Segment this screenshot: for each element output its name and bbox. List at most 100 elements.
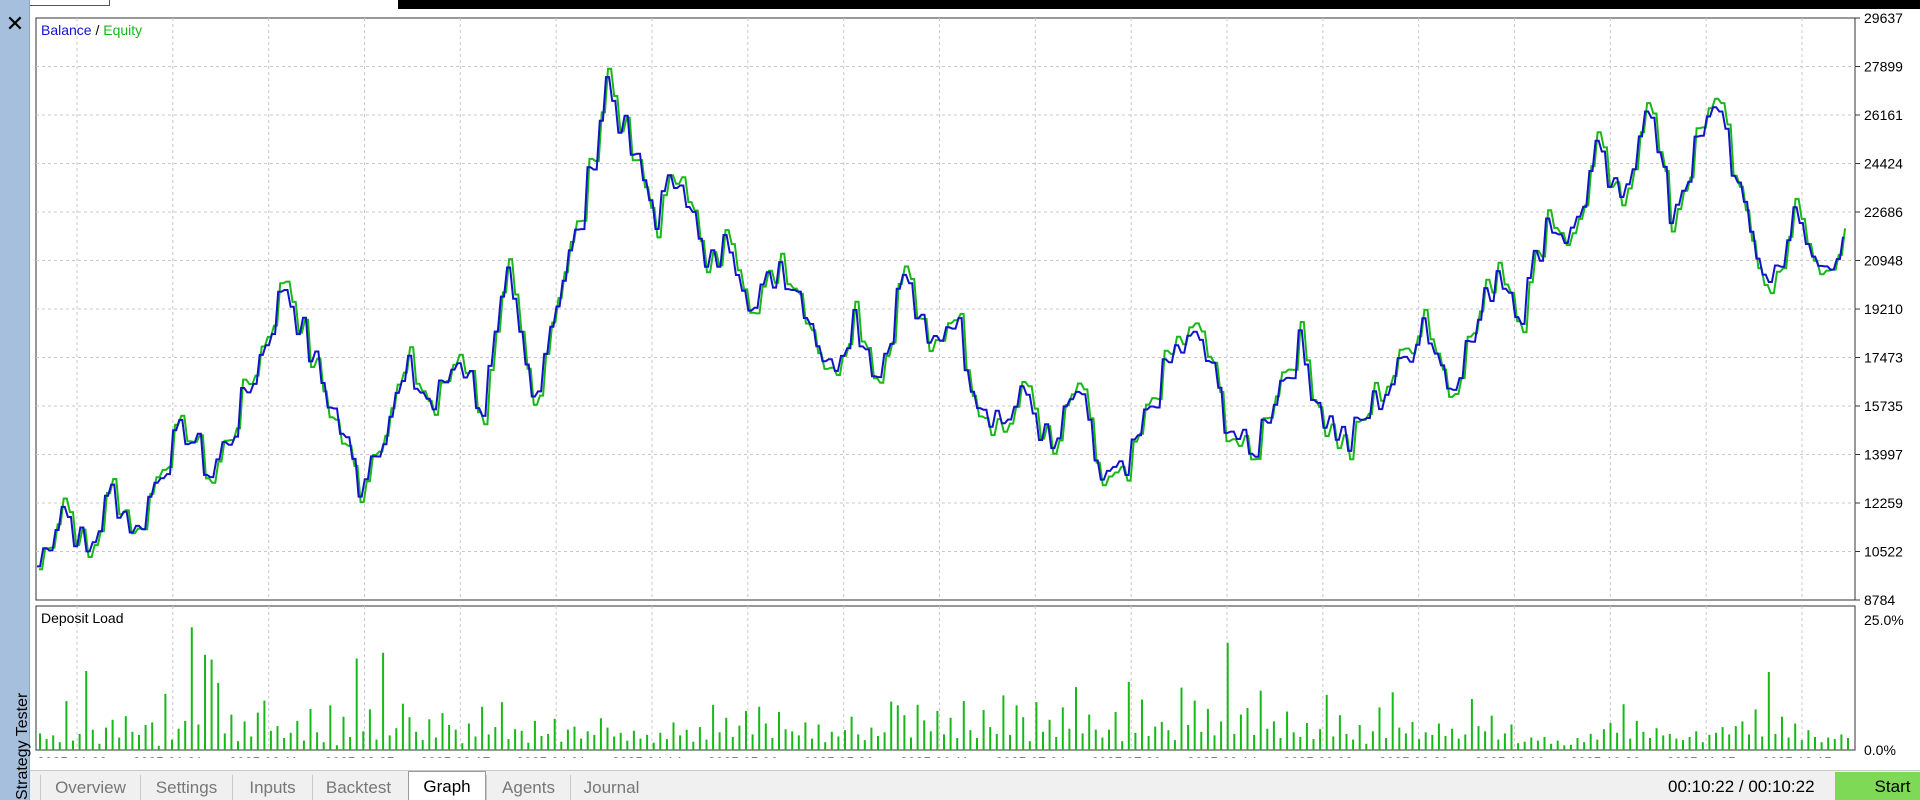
deposit-load-bar <box>1061 707 1064 750</box>
deposit-load-bar <box>250 736 253 750</box>
deposit-load-bar <box>1741 721 1744 750</box>
deposit-load-bar <box>1820 742 1823 750</box>
deposit-load-bar <box>507 739 510 750</box>
y-tick-label: 27899 <box>1864 59 1903 75</box>
deposit-load-bar <box>1748 734 1750 750</box>
y-tick-label: 17473 <box>1864 349 1903 365</box>
deposit-load-bar <box>1015 705 1018 750</box>
deposit-load-bar <box>659 732 662 750</box>
deposit-load-bar <box>316 732 319 750</box>
tab-agents[interactable]: Agents <box>486 775 570 800</box>
deposit-load-bar <box>197 724 200 750</box>
deposit-load-bar <box>131 731 134 750</box>
deposit-load-bar <box>1002 695 1005 750</box>
deposit-load-bar <box>1088 714 1091 750</box>
deposit-load-bar <box>626 740 629 750</box>
close-icon[interactable]: ✕ <box>5 12 25 37</box>
deposit-load-bar <box>1299 737 1302 750</box>
deposit-load-bar <box>1352 739 1355 750</box>
start-button[interactable]: Start <box>1835 772 1920 800</box>
deposit-load-bar <box>1279 738 1282 750</box>
balance-line <box>37 76 1844 568</box>
deposit-load-bar <box>1272 721 1275 750</box>
tab-backtest[interactable]: Backtest <box>312 775 404 800</box>
deposit-load-bar <box>1688 737 1691 750</box>
deposit-load-bar <box>283 738 286 750</box>
deposit-load-bar <box>329 705 332 750</box>
x-tick-label: 2025.11.25 <box>1667 754 1736 758</box>
deposit-load-bar <box>857 734 860 750</box>
tab-graph[interactable]: Graph <box>408 771 486 800</box>
deposit-load-bar <box>151 722 154 750</box>
deposit-load-bar <box>1583 742 1586 750</box>
deposit-load-bar <box>1787 737 1790 750</box>
deposit-load-bar <box>382 652 385 750</box>
tab-inputs[interactable]: Inputs <box>232 775 312 800</box>
deposit-load-bar <box>362 731 365 750</box>
x-tick-label: 2025.07.29 <box>1091 754 1161 758</box>
deposit-load-bar <box>415 731 418 750</box>
deposit-load-bar <box>725 717 728 750</box>
deposit-load-bar <box>804 722 807 750</box>
deposit-load-bar <box>467 723 470 750</box>
deposit-load-bar <box>1484 731 1487 750</box>
deposit-load-bar <box>1345 733 1348 750</box>
x-tick-label: 2025.10.30 <box>1570 754 1640 758</box>
deposit-load-bar <box>1226 642 1229 750</box>
deposit-load-bar <box>751 734 754 750</box>
deposit-load-bar <box>712 704 715 750</box>
deposit-load-bar <box>982 710 985 750</box>
deposit-load-bar <box>553 718 556 750</box>
x-tick-label: 2025.02.25 <box>324 754 394 758</box>
deposit-load-bar <box>1814 737 1816 750</box>
deposit-load-bar <box>1470 699 1473 750</box>
deposit-load-bar <box>943 734 945 750</box>
deposit-load-bar <box>1055 737 1058 750</box>
deposit-load-bar <box>1411 721 1414 750</box>
x-tick-label: 2025.12.15 <box>1762 754 1832 758</box>
deposit-load-bar <box>1589 733 1592 750</box>
deposit-load-bar <box>824 742 827 750</box>
deposit-load-bar <box>619 732 622 750</box>
deposit-load-bar <box>896 705 899 750</box>
y-tick-label: 22686 <box>1864 204 1903 220</box>
deposit-load-bar <box>500 702 503 750</box>
deposit-load-bar <box>1827 737 1830 750</box>
deposit-load-bar <box>1081 733 1084 750</box>
deposit-load-bar <box>408 717 411 750</box>
deposit-load-bar <box>1121 741 1124 750</box>
deposit-load-bar <box>461 743 464 750</box>
x-tick-label: 2025.09.29 <box>1379 754 1449 758</box>
deposit-load-bar <box>665 739 668 750</box>
deposit-load-bar <box>1807 730 1810 750</box>
x-tick-label: 2025.03.17 <box>420 754 490 758</box>
tab-settings[interactable]: Settings <box>140 775 232 800</box>
deposit-load-bar <box>1761 736 1764 750</box>
x-tick-label: 2025.08.14 <box>1187 754 1257 758</box>
deposit-load-bar <box>1682 740 1684 750</box>
legend-equity: Equity <box>103 22 142 38</box>
deposit-load-bar <box>639 738 642 750</box>
tab-overview[interactable]: Overview <box>40 775 140 800</box>
deposit-load-bar <box>269 730 272 750</box>
deposit-load-bar <box>976 738 978 750</box>
deposit-load-bar <box>632 730 635 750</box>
deposit-load-bar <box>1332 736 1335 750</box>
deposit-load-bar <box>956 738 959 750</box>
deposit-load-bar <box>1094 729 1097 750</box>
deposit-load-bar <box>1457 738 1460 750</box>
deposit-load-bar <box>652 742 655 750</box>
deposit-load-bar <box>1642 731 1645 750</box>
deposit-load-bar <box>256 712 259 750</box>
deposit-load-bar <box>1358 725 1361 750</box>
tab-journal[interactable]: Journal <box>570 775 652 800</box>
deposit-load-bar <box>335 745 338 750</box>
deposit-load-bar <box>1517 743 1520 750</box>
bottom-tab-bar: Overview Settings Inputs Backtest Graph … <box>30 770 1920 800</box>
deposit-load-bar <box>1127 681 1130 750</box>
deposit-load-bar <box>1635 720 1638 750</box>
deposit-load-bar <box>910 737 912 750</box>
deposit-load-bar <box>1200 731 1203 750</box>
x-tick-label: 2025.10.16 <box>1474 754 1544 758</box>
